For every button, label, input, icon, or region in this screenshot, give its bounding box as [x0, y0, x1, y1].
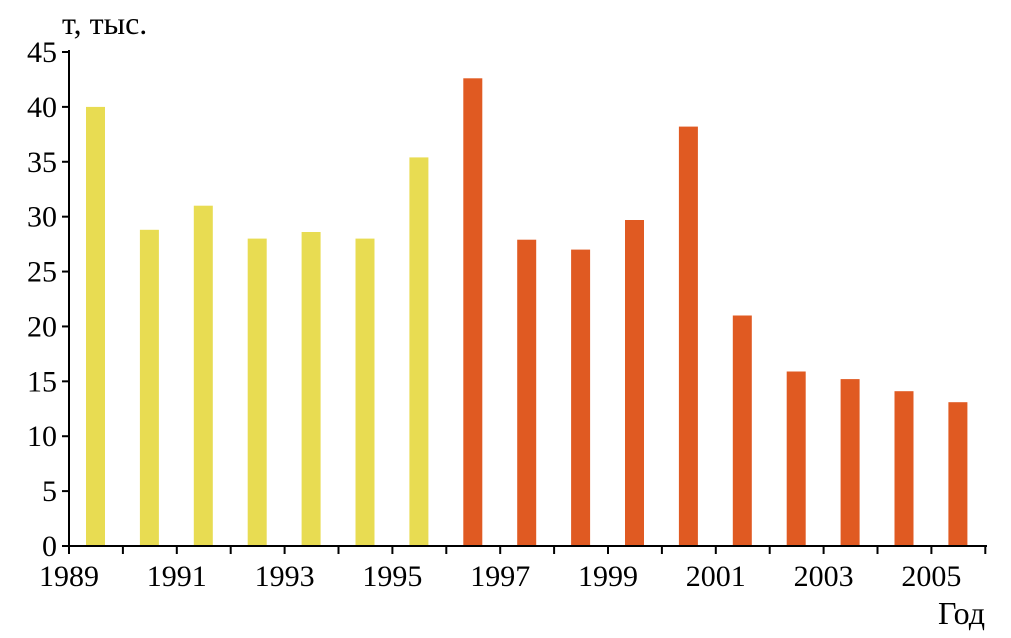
x-tick-label-1995: 1995 [362, 560, 422, 593]
bar-2005 [948, 402, 968, 546]
x-tick-label-2003: 2003 [794, 560, 854, 593]
bar-2002 [786, 371, 806, 546]
bar-2001 [732, 315, 752, 546]
y-tick-label-40: 40 [27, 91, 57, 124]
bar-1993 [301, 232, 321, 546]
bar-2000 [678, 126, 698, 546]
x-tick-label-2001: 2001 [686, 560, 746, 593]
y-axis: 0 5 10 15 20 25 30 35 40 45 [27, 36, 70, 563]
bar-2004 [894, 391, 914, 546]
y-tick-label-35: 35 [27, 146, 57, 179]
bar-2003 [840, 379, 860, 546]
bars [86, 78, 968, 547]
x-tick-label-1993: 1993 [255, 560, 315, 593]
x-axis: 1989 1991 1993 1995 1997 1999 2001 2003 2005 [39, 545, 987, 593]
y-tick-label-0: 0 [42, 530, 57, 563]
bar-1999 [625, 220, 644, 546]
bar-1992 [247, 238, 267, 546]
bar-1994 [355, 238, 375, 546]
bar-1990 [139, 229, 159, 547]
y-tick-label-15: 15 [27, 365, 57, 398]
y-tick-label-30: 30 [27, 201, 57, 234]
y-axis-title: т, тыс. [62, 5, 147, 41]
bar-1998 [571, 249, 591, 546]
bar-1995 [409, 157, 429, 546]
bar-1997 [517, 239, 537, 546]
x-tick-label-1989: 1989 [39, 560, 99, 593]
y-tick-label-20: 20 [27, 310, 57, 343]
y-tick-label-25: 25 [27, 256, 57, 289]
y-tick-label-10: 10 [27, 420, 57, 453]
x-tick-label-1991: 1991 [147, 560, 207, 593]
x-tick-label-1997: 1997 [470, 560, 530, 593]
x-axis-title: Год [938, 595, 985, 631]
bar-1996 [463, 78, 483, 547]
x-tick-label-2005: 2005 [901, 560, 961, 593]
y-tick-label-45: 45 [27, 36, 57, 69]
bar-1989 [86, 106, 105, 547]
y-tick-label-5: 5 [42, 475, 57, 508]
x-tick-label-1999: 1999 [578, 560, 638, 593]
bar-1991 [193, 205, 213, 546]
